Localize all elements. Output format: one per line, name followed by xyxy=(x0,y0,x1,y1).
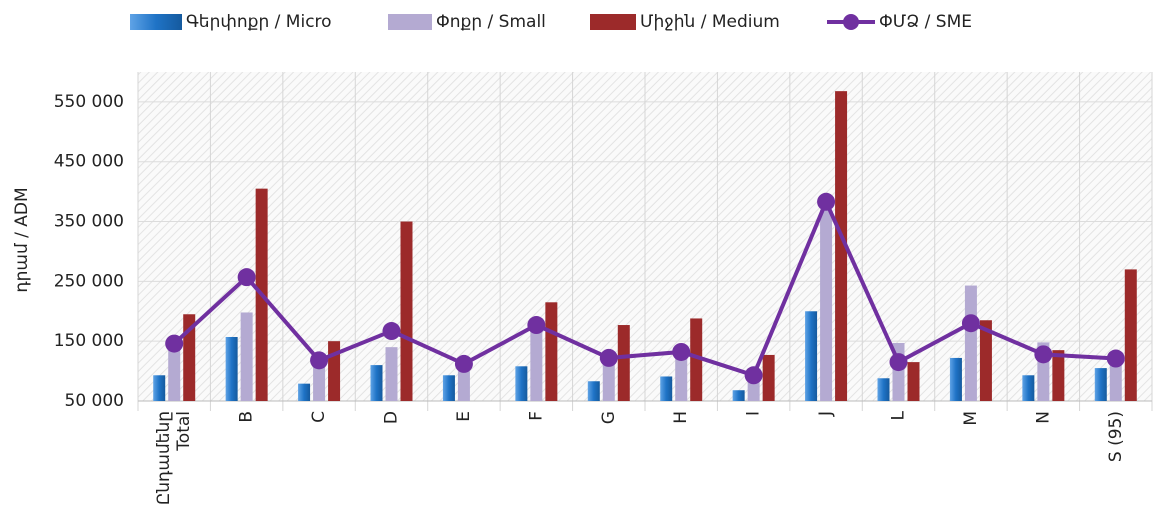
line-marker xyxy=(961,314,980,333)
legend-label: Միջին / Medium xyxy=(640,12,780,32)
y-tick-label: 450 000 xyxy=(54,152,124,172)
legend-label: ՓՄՁ / SME xyxy=(879,12,972,32)
bar xyxy=(545,302,558,401)
bar xyxy=(732,390,745,401)
bar xyxy=(298,383,311,401)
legend-swatch xyxy=(388,14,432,30)
line-marker xyxy=(744,366,763,385)
bar xyxy=(385,347,398,401)
x-tick-label: I xyxy=(744,411,764,416)
line-marker xyxy=(889,353,908,372)
x-tick-label: E xyxy=(454,411,474,422)
x-tick-label: C xyxy=(309,411,329,423)
bar xyxy=(168,350,181,401)
bar xyxy=(442,375,455,401)
bar xyxy=(240,312,253,401)
y-tick-label: 550 000 xyxy=(54,92,124,112)
bar xyxy=(762,354,775,401)
y-tick-label: 50 000 xyxy=(65,391,124,411)
bar xyxy=(690,318,703,401)
line-marker xyxy=(599,348,618,367)
bar xyxy=(183,314,196,401)
x-tick-label: D xyxy=(382,411,402,424)
bar xyxy=(1109,362,1122,401)
bar xyxy=(820,209,833,401)
bar xyxy=(587,381,600,401)
bar xyxy=(457,371,470,401)
legend-swatch xyxy=(590,14,636,30)
y-tick-label: 350 000 xyxy=(54,212,124,232)
line-marker xyxy=(817,192,836,211)
bar xyxy=(877,378,890,401)
line-marker xyxy=(527,316,546,335)
bar xyxy=(1094,368,1107,401)
legend-label: Փոքր / Small xyxy=(436,12,546,32)
bar xyxy=(313,365,326,401)
bar xyxy=(400,221,413,401)
x-tick-label: M xyxy=(961,411,981,426)
x-tick-label: B xyxy=(237,411,257,423)
bar xyxy=(225,336,238,401)
x-tick-label: S (95) xyxy=(1106,411,1126,462)
bar xyxy=(964,285,977,401)
bar xyxy=(1052,350,1065,401)
bar xyxy=(530,329,543,401)
line xyxy=(172,196,1116,378)
bar xyxy=(602,363,615,401)
bar xyxy=(515,366,528,401)
bar xyxy=(979,320,992,401)
x-tick-label: N xyxy=(1033,411,1053,424)
bar xyxy=(835,91,848,401)
line-marker xyxy=(382,322,401,341)
line-marker xyxy=(310,351,329,370)
x-tick-label: L xyxy=(889,410,909,420)
legend-label: Գերփոքր / Micro xyxy=(186,12,332,32)
bar xyxy=(617,325,630,401)
y-tick-label: 150 000 xyxy=(54,331,124,351)
line-marker xyxy=(237,268,256,287)
bar xyxy=(660,376,673,401)
bar xyxy=(370,365,383,401)
legend-swatch-marker xyxy=(843,14,859,30)
y-axis-label: դրամ / ADM xyxy=(12,187,32,292)
bar xyxy=(907,362,920,401)
legend-swatch xyxy=(130,14,182,30)
y-tick-label: 250 000 xyxy=(54,271,124,291)
x-tick-label: F xyxy=(526,411,546,421)
bar xyxy=(1022,375,1035,401)
bar xyxy=(949,357,962,401)
bar xyxy=(805,311,818,401)
bar xyxy=(1124,269,1137,401)
line-marker xyxy=(165,334,184,353)
bar xyxy=(675,357,688,401)
bar xyxy=(747,380,760,401)
line-marker xyxy=(454,354,473,373)
bar xyxy=(328,341,341,401)
x-tick-label: ԸնդամենըTotal xyxy=(154,411,194,505)
x-tick-label: H xyxy=(671,411,691,424)
x-tick-label: J xyxy=(816,411,836,417)
line-marker xyxy=(1106,349,1125,368)
bar xyxy=(153,375,166,401)
line-marker xyxy=(672,342,691,361)
x-tick-label: G xyxy=(599,411,619,424)
line-marker xyxy=(1034,345,1053,364)
